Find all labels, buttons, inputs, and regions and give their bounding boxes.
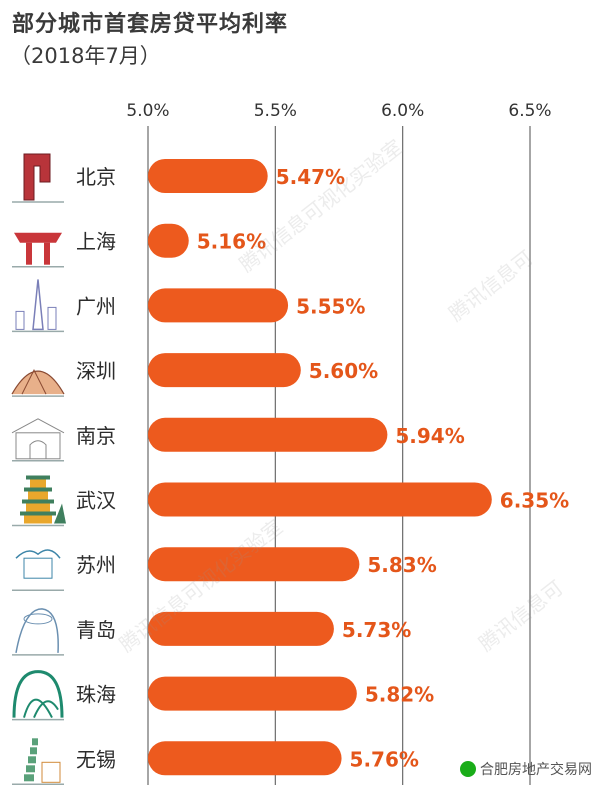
nanjing-gate-icon [11, 418, 65, 462]
qingdao-sail-icon [12, 608, 64, 656]
zhuhai-opera-house-icon [12, 670, 64, 721]
value-label: 5.94% [395, 424, 464, 448]
bar [148, 417, 388, 452]
wuxi-pagoda-icon [12, 738, 64, 785]
city-label: 深圳 [76, 359, 116, 383]
value-label: 5.55% [296, 294, 365, 318]
yellow-crane-tower-icon [12, 475, 66, 527]
city-label: 广州 [76, 294, 116, 318]
bar [148, 547, 360, 582]
shenzhen-stadium-icon [11, 368, 65, 397]
x-tick-label: 6.5% [508, 101, 551, 121]
x-tick-label: 6.0% [381, 101, 424, 121]
city-label: 无锡 [76, 747, 116, 771]
bar [148, 611, 334, 646]
city-label: 北京 [76, 165, 116, 189]
bar [148, 288, 289, 323]
bar [148, 741, 342, 776]
city-label: 南京 [76, 424, 116, 448]
value-label: 5.73% [342, 618, 411, 642]
city-label: 苏州 [76, 553, 116, 577]
canton-tower-icon [12, 279, 64, 333]
bar [148, 353, 301, 388]
cctv-tower-icon [12, 153, 64, 203]
value-label: 5.76% [350, 747, 419, 771]
bar [148, 482, 492, 517]
city-label: 珠海 [76, 683, 116, 707]
chart-title: 部分城市首套房贷平均利率 [12, 12, 289, 37]
value-label: 6.35% [500, 489, 569, 513]
value-label: 5.82% [365, 683, 434, 707]
source-footer: 合肥房地产交易网 [460, 759, 592, 779]
x-tick-label: 5.0% [126, 101, 169, 121]
wechat-icon [460, 761, 476, 777]
source-label: 合肥房地产交易网 [480, 762, 592, 778]
value-label: 5.83% [367, 553, 436, 577]
value-label: 5.47% [276, 165, 345, 189]
bar [148, 159, 268, 193]
suzhou-garden-icon [12, 549, 64, 591]
bar [148, 676, 357, 711]
city-label: 青岛 [76, 618, 116, 642]
china-pavilion-icon [12, 232, 64, 268]
x-tick-label: 5.5% [254, 101, 297, 121]
city-label: 上海 [76, 230, 116, 254]
chart-subtitle: （2018年7月） [10, 44, 161, 68]
city-label: 武汉 [76, 489, 116, 513]
value-label: 5.16% [197, 230, 266, 254]
bar [148, 223, 189, 258]
value-label: 5.60% [309, 359, 378, 383]
